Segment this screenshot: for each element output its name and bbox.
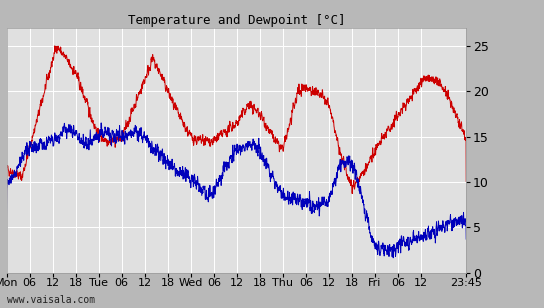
Title: Temperature and Dewpoint [°C]: Temperature and Dewpoint [°C] <box>128 14 345 26</box>
Text: www.vaisala.com: www.vaisala.com <box>7 295 95 305</box>
